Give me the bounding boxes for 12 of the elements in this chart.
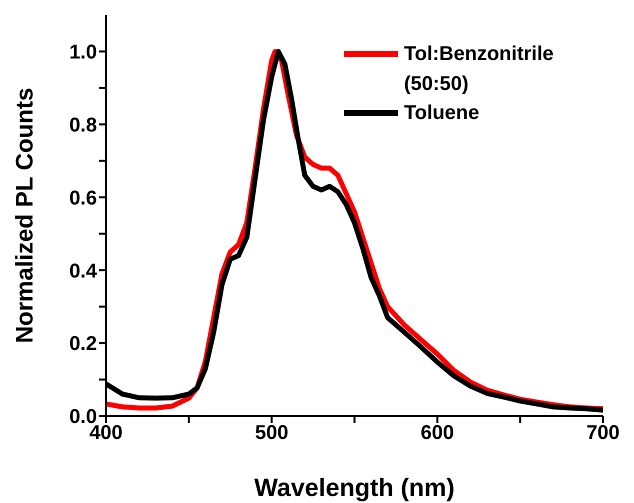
x-tick-label: 500 — [254, 422, 288, 444]
y-tick-label: 0.6 — [69, 187, 97, 210]
x-tick-label: 700 — [586, 422, 620, 444]
y-axis-title: Normalized PL Counts — [12, 88, 39, 344]
x-axis-title: Wavelength (nm) — [254, 474, 455, 502]
y-tick-label: 0.2 — [69, 333, 97, 356]
y-tick-label: 0.8 — [69, 114, 97, 136]
y-tick-label: 1.0 — [69, 42, 97, 64]
legend-label: Toluene — [404, 101, 480, 126]
x-tick-label: 600 — [420, 422, 454, 444]
legend-label: Tol:Benzonitrile (50:50) — [404, 42, 555, 97]
y-tick-label: 0.4 — [69, 260, 98, 282]
